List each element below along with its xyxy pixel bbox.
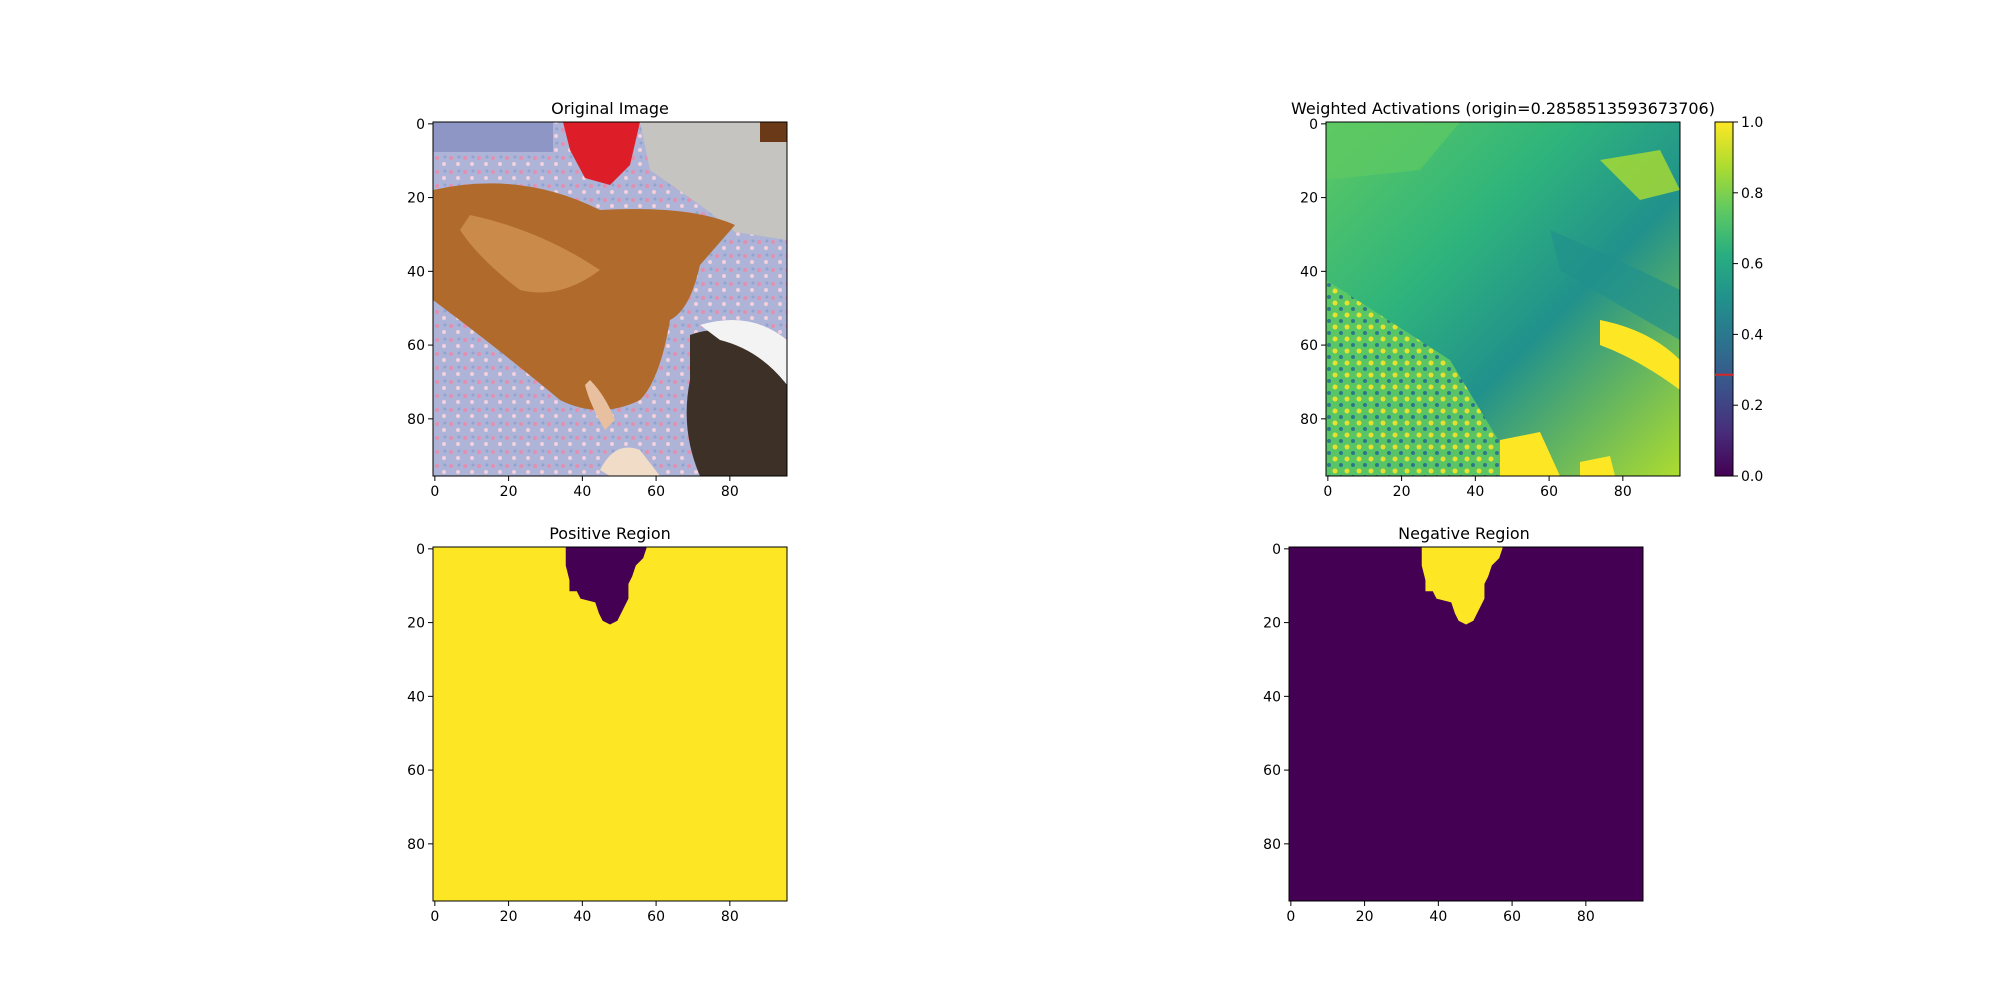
y-tick-label: 40	[1263, 689, 1281, 705]
colorbar-ticks: 0.0 0.2 0.4 0.6 0.8 1.0	[1733, 115, 1763, 485]
x-tick-label: 40	[1466, 484, 1484, 500]
positive-region-panel: Positive Region 0 20 40 60 80 0 20 40 60 80	[407, 524, 788, 925]
axes-frame	[432, 121, 788, 477]
y-tick-label: 0	[1309, 117, 1318, 133]
y-tick-label: 40	[407, 689, 425, 705]
original-photo	[433, 122, 787, 476]
y-tick-label: 0	[416, 117, 425, 133]
axes-frame	[1325, 121, 1681, 477]
x-tick-label: 40	[1429, 909, 1447, 925]
weighted-activations-panel: Weighted Activations (origin=0.285851359…	[1291, 99, 1763, 500]
original-image-panel: Original Image 0 20 40 60 80 0 20 40 60 80	[407, 99, 788, 500]
x-tick-label: 0	[430, 909, 439, 925]
y-tick-label: 40	[407, 264, 425, 280]
y-tick-label: 0	[416, 542, 425, 558]
x-tick-label: 20	[500, 909, 518, 925]
y-tick-label: 0	[1272, 542, 1281, 558]
y-tick-label: 80	[407, 837, 425, 853]
y-tick-label: 20	[407, 191, 425, 207]
colorbar-tick-label: 1.0	[1741, 115, 1763, 131]
x-tick-label: 80	[721, 909, 739, 925]
axes-frame	[1288, 546, 1644, 902]
colorbar-tick-label: 0.4	[1741, 327, 1763, 343]
y-tick-label: 80	[1300, 412, 1318, 428]
x-tick-label: 80	[1614, 484, 1632, 500]
weighted-activations-title: Weighted Activations (origin=0.285851359…	[1291, 99, 1715, 118]
y-tick-label: 60	[1263, 763, 1281, 779]
y-tick-label: 20	[1300, 191, 1318, 207]
x-tick-label: 40	[573, 484, 591, 500]
colorbar-tick-label: 0.6	[1741, 257, 1763, 273]
x-tick-label: 40	[573, 909, 591, 925]
x-tick-label: 20	[500, 484, 518, 500]
y-tick-label: 20	[1263, 616, 1281, 632]
negative-region-title: Negative Region	[1398, 524, 1530, 543]
original-image-title: Original Image	[551, 99, 669, 118]
x-tick-label: 60	[647, 484, 665, 500]
x-tick-label: 0	[1323, 484, 1332, 500]
colorbar	[1714, 121, 1734, 477]
colorbar-tick-label: 0.2	[1741, 398, 1763, 414]
y-tick-label: 60	[407, 338, 425, 354]
axes-frame	[432, 546, 788, 902]
x-tick-label: 0	[430, 484, 439, 500]
region-mask	[565, 547, 647, 625]
x-tick-label: 0	[1286, 909, 1295, 925]
positive-region-title: Positive Region	[549, 524, 671, 543]
y-tick-label: 20	[407, 616, 425, 632]
colorbar-tick-label: 0.0	[1741, 469, 1763, 485]
x-tick-label: 80	[721, 484, 739, 500]
x-tick-label: 80	[1577, 909, 1595, 925]
x-tick-label: 20	[1393, 484, 1411, 500]
x-tick-label: 60	[647, 909, 665, 925]
y-tick-label: 40	[1300, 264, 1318, 280]
y-tick-label: 60	[407, 763, 425, 779]
negative-region-panel: Negative Region 0 20 40 60 80 0 20 40 60 80	[1263, 524, 1644, 925]
colorbar-tick-label: 0.8	[1741, 186, 1763, 202]
region-mask	[1421, 547, 1503, 625]
y-tick-label: 80	[1263, 837, 1281, 853]
y-tick-label: 60	[1300, 338, 1318, 354]
x-tick-label: 60	[1503, 909, 1521, 925]
activation-heatmap	[1326, 122, 1680, 476]
y-tick-label: 80	[407, 412, 425, 428]
x-tick-label: 60	[1540, 484, 1558, 500]
x-tick-label: 20	[1356, 909, 1374, 925]
